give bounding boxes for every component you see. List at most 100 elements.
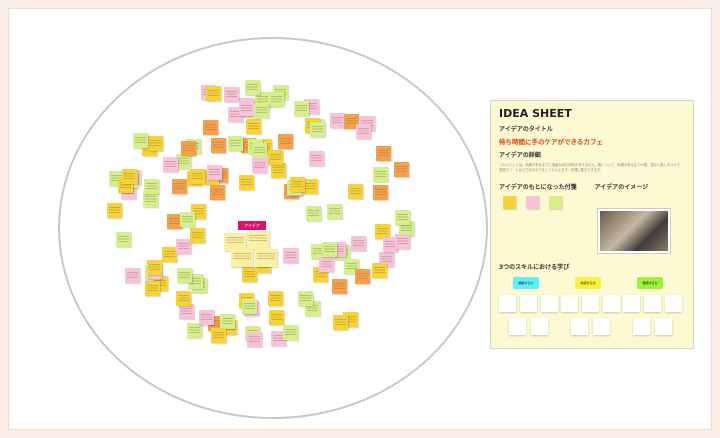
sticky-note[interactable]	[198, 310, 214, 326]
sticky-note[interactable]	[178, 304, 194, 320]
skill-card[interactable]	[499, 295, 516, 312]
sticky-note[interactable]	[394, 210, 410, 226]
sticky-note[interactable]	[310, 121, 326, 137]
sticky-note[interactable]	[252, 142, 268, 158]
sticky-note[interactable]	[189, 228, 205, 244]
sticky-note[interactable]	[344, 113, 360, 129]
skill-card[interactable]	[582, 295, 599, 312]
sticky-note[interactable]	[247, 331, 263, 347]
sticky-note[interactable]	[347, 184, 363, 200]
sticky-note[interactable]	[395, 234, 411, 250]
sticky-note[interactable]	[162, 246, 178, 262]
skill-card[interactable]	[655, 318, 672, 335]
sticky-note[interactable]	[175, 239, 191, 255]
source-note-yellow[interactable]	[503, 196, 516, 209]
sticky-note[interactable]	[188, 274, 204, 290]
sticky-note[interactable]	[326, 204, 342, 220]
sticky-note[interactable]	[375, 223, 391, 239]
sticky-note[interactable]	[372, 184, 388, 200]
sticky-note[interactable]	[322, 241, 338, 257]
skill-card[interactable]	[561, 295, 578, 312]
source-note-pink[interactable]	[526, 196, 539, 209]
skill-card[interactable]	[644, 295, 661, 312]
sticky-note[interactable]	[305, 206, 321, 222]
sticky-note[interactable]	[351, 235, 367, 251]
sticky-note[interactable]	[146, 259, 162, 275]
idea-sheet[interactable]: IDEA SHEET アイデアのタイトル 待ち時間に手のケアができるカフェ アイ…	[490, 100, 694, 349]
sticky-note[interactable]	[329, 112, 345, 128]
sticky-note[interactable]	[171, 179, 187, 195]
sticky-note[interactable]	[297, 290, 313, 306]
sticky-note[interactable]	[242, 267, 258, 283]
skill-card[interactable]	[520, 295, 537, 312]
sticky-note[interactable]	[210, 138, 226, 154]
sticky-note[interactable]	[332, 278, 348, 294]
sticky-note[interactable]	[283, 325, 299, 340]
sticky-note[interactable]	[176, 154, 192, 170]
sticky-note[interactable]	[319, 256, 335, 272]
skill-card[interactable]	[633, 318, 650, 335]
sticky-note[interactable]	[167, 213, 183, 229]
skill-card[interactable]	[603, 295, 620, 312]
sticky-note[interactable]	[245, 118, 261, 134]
skill-card[interactable]	[665, 295, 682, 312]
sticky-note[interactable]	[270, 331, 286, 347]
sticky-note[interactable]	[308, 150, 324, 166]
sticky-note[interactable]	[107, 203, 123, 219]
sticky-note[interactable]	[132, 132, 148, 148]
sticky-note[interactable]	[268, 310, 284, 326]
sticky-note[interactable]	[206, 86, 222, 101]
sticky-note[interactable]	[375, 146, 391, 162]
sticky-note[interactable]	[189, 168, 205, 184]
sticky-note[interactable]	[238, 175, 254, 191]
sticky-note[interactable]	[271, 163, 287, 179]
sticky-note[interactable]	[302, 178, 318, 194]
sticky-note[interactable]	[203, 119, 219, 135]
sticky-note[interactable]	[241, 299, 257, 315]
skill-card[interactable]	[593, 318, 610, 335]
sticky-note[interactable]	[247, 231, 269, 249]
sticky-note[interactable]	[255, 249, 277, 267]
sticky-note[interactable]	[162, 156, 178, 172]
sticky-note[interactable]	[251, 157, 267, 173]
sticky-note[interactable]	[175, 290, 191, 306]
sticky-note[interactable]	[144, 178, 160, 194]
sticky-note[interactable]	[268, 290, 284, 306]
sticky-note[interactable]	[224, 87, 239, 103]
sticky-note[interactable]	[147, 136, 163, 152]
skill-card[interactable]	[509, 318, 526, 335]
sticky-note[interactable]	[239, 100, 255, 116]
sticky-note[interactable]	[207, 164, 223, 180]
sticky-note[interactable]	[122, 168, 138, 184]
sticky-note[interactable]	[115, 232, 131, 248]
sticky-note[interactable]	[125, 268, 141, 284]
center-label-tag[interactable]: アイデア	[238, 221, 266, 230]
sticky-note[interactable]	[393, 161, 409, 177]
sticky-note[interactable]	[373, 166, 389, 182]
skill-card[interactable]	[571, 318, 588, 335]
sticky-note[interactable]	[210, 185, 226, 201]
sticky-note[interactable]	[333, 314, 349, 330]
sticky-note[interactable]	[228, 135, 244, 151]
sticky-note[interactable]	[231, 249, 253, 267]
sticky-note[interactable]	[383, 236, 399, 252]
source-note-green[interactable]	[549, 196, 562, 209]
sticky-note[interactable]	[144, 281, 160, 297]
sticky-note[interactable]	[356, 124, 372, 140]
sticky-note[interactable]	[181, 141, 197, 157]
sticky-note[interactable]	[244, 79, 260, 95]
sticky-note[interactable]	[179, 212, 195, 228]
sticky-note[interactable]	[254, 102, 270, 118]
sticky-note[interactable]	[277, 133, 293, 149]
sticky-note[interactable]	[354, 268, 370, 284]
sticky-note[interactable]	[290, 176, 306, 192]
sticky-note[interactable]	[282, 247, 298, 263]
sticky-note[interactable]	[224, 233, 246, 251]
sticky-note[interactable]	[187, 322, 202, 338]
skill-card[interactable]	[623, 295, 640, 312]
sticky-note[interactable]	[294, 101, 310, 117]
skill-card[interactable]	[531, 318, 548, 335]
skill-card[interactable]	[541, 295, 558, 312]
sticky-note[interactable]	[176, 267, 192, 283]
sticky-note[interactable]	[269, 92, 285, 108]
